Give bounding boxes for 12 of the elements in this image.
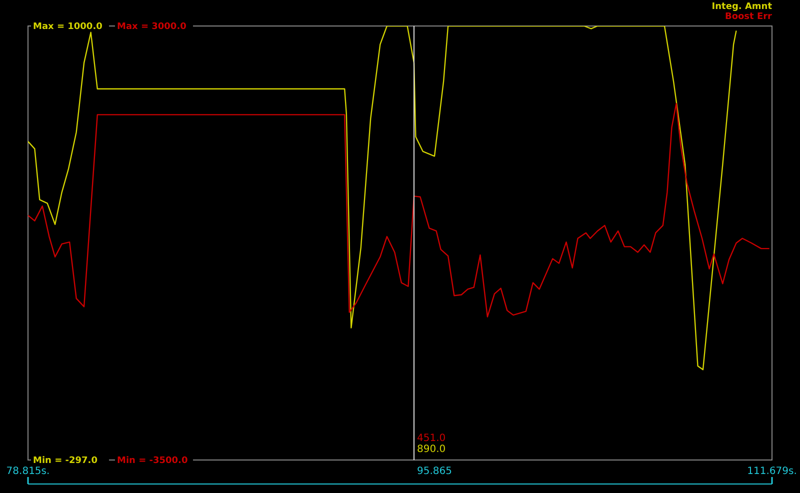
text: Integ. Amnt — [712, 2, 773, 12]
x-tick-label: 78.815s. — [6, 466, 50, 477]
y2-tick-label: Max = 3000.0 — [117, 22, 186, 32]
y2-tick-label: Min = -3500.0 — [117, 456, 188, 466]
ref-line-label: 95.865 — [416, 466, 452, 477]
text: Boost Err — [724, 12, 773, 22]
x-tick-label: 111.679s. — [747, 466, 797, 477]
annotation: 451.0 — [416, 433, 446, 444]
line-series — [28, 102, 770, 318]
y-tick-label: Max = 1000.0 — [33, 22, 102, 32]
y-tick-label: Min = -297.0 — [33, 456, 98, 466]
annotation: 890.0 — [416, 444, 446, 455]
